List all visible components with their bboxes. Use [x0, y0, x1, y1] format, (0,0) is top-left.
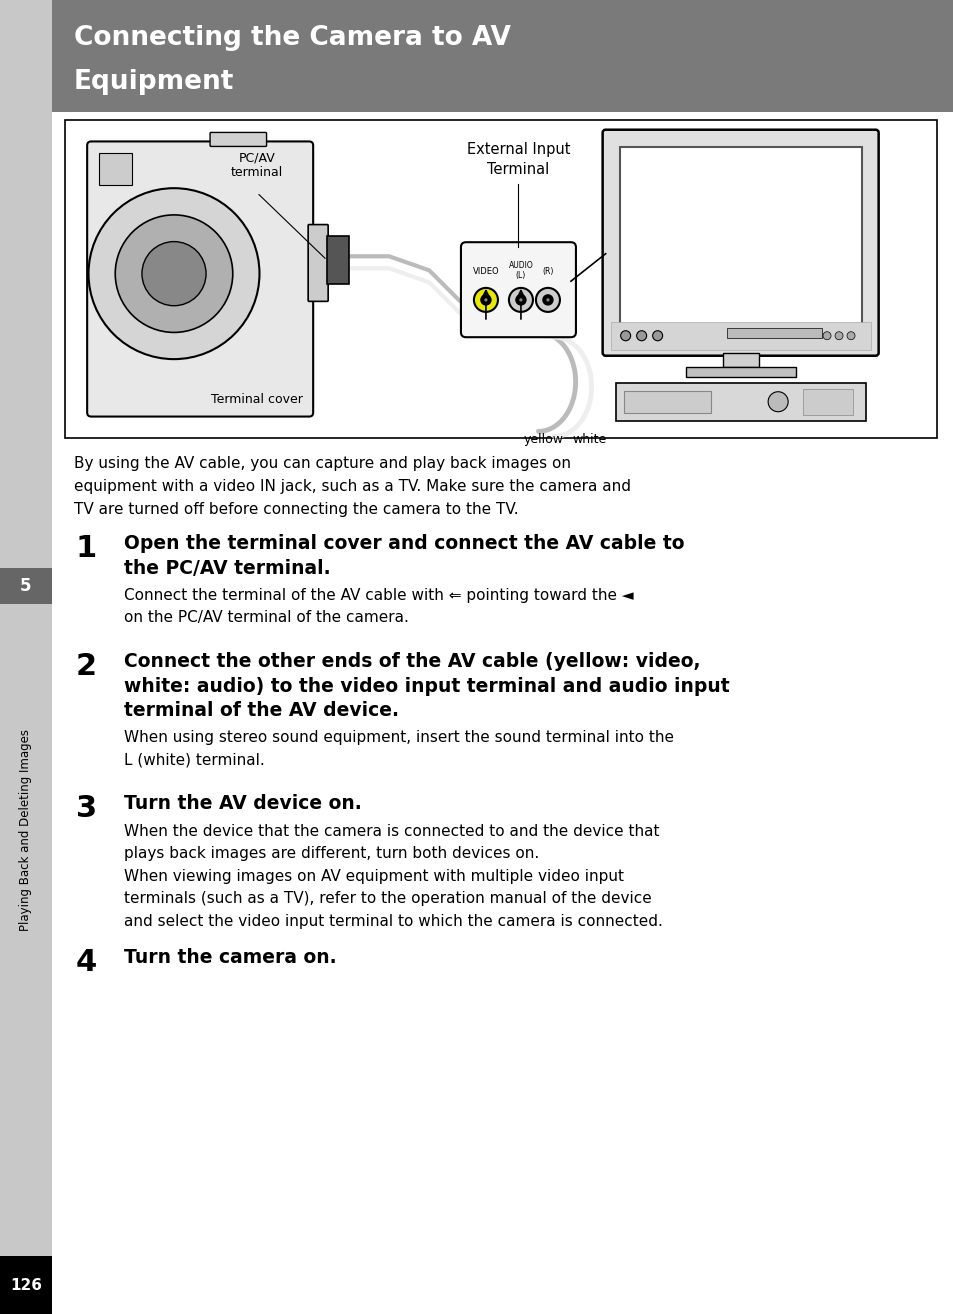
- Text: By using the AV cable, you can capture and play back images on
equipment with a : By using the AV cable, you can capture a…: [74, 456, 630, 516]
- Circle shape: [89, 188, 259, 359]
- Bar: [619, 147, 861, 325]
- Text: Connecting the Camera to AV: Connecting the Camera to AV: [74, 25, 511, 51]
- Text: terminal: terminal: [231, 166, 283, 179]
- Text: AUDIO: AUDIO: [508, 260, 533, 269]
- Circle shape: [508, 288, 533, 311]
- Bar: [0, 568, 52, 604]
- Text: Connect the terminal of the AV cable with ⇐ pointing toward the ◄
on the PC/AV t: Connect the terminal of the AV cable wit…: [124, 587, 633, 625]
- Bar: [615, 382, 864, 420]
- FancyBboxPatch shape: [210, 133, 266, 146]
- Text: 3: 3: [76, 794, 97, 823]
- Circle shape: [834, 331, 842, 340]
- Circle shape: [767, 392, 787, 411]
- Text: Turn the camera on.: Turn the camera on.: [124, 947, 336, 967]
- Text: VIDEO: VIDEO: [472, 267, 498, 276]
- Text: 4: 4: [76, 947, 97, 978]
- Text: Terminal: Terminal: [487, 162, 549, 177]
- Circle shape: [545, 298, 549, 302]
- Bar: [726, 327, 821, 338]
- Text: Playing Back and Deleting Images: Playing Back and Deleting Images: [19, 729, 32, 932]
- Bar: [623, 390, 710, 413]
- Circle shape: [536, 288, 559, 311]
- FancyBboxPatch shape: [87, 142, 313, 417]
- Text: External Input: External Input: [466, 142, 570, 156]
- Circle shape: [516, 294, 525, 305]
- Bar: [65, 120, 936, 438]
- Text: white: white: [572, 434, 606, 445]
- Text: Equipment: Equipment: [74, 70, 234, 95]
- Circle shape: [142, 242, 206, 306]
- Circle shape: [483, 298, 487, 302]
- Text: (L): (L): [516, 271, 525, 280]
- Circle shape: [480, 294, 491, 305]
- Circle shape: [620, 331, 630, 340]
- Text: Connect the other ends of the AV cable (yellow: video,
white: audio) to the vide: Connect the other ends of the AV cable (…: [124, 652, 729, 720]
- Bar: [52, 0, 953, 112]
- Text: 126: 126: [10, 1277, 42, 1293]
- Circle shape: [115, 215, 233, 332]
- Text: Turn the AV device on.: Turn the AV device on.: [124, 794, 361, 813]
- Bar: [0, 1256, 52, 1314]
- Circle shape: [542, 294, 553, 305]
- Text: Terminal cover: Terminal cover: [211, 393, 302, 406]
- Circle shape: [822, 331, 830, 340]
- Bar: [327, 237, 349, 284]
- Bar: [802, 389, 852, 415]
- Circle shape: [652, 331, 662, 340]
- FancyBboxPatch shape: [460, 242, 576, 338]
- Text: 2: 2: [76, 652, 97, 681]
- Circle shape: [636, 331, 646, 340]
- Text: When the device that the camera is connected to and the device that
plays back i: When the device that the camera is conne…: [124, 824, 662, 929]
- Text: 1: 1: [76, 533, 97, 562]
- Circle shape: [846, 331, 854, 340]
- Text: 5: 5: [20, 577, 31, 595]
- Bar: [610, 322, 870, 350]
- Text: When using stereo sound equipment, insert the sound terminal into the
L (white) : When using stereo sound equipment, inser…: [124, 731, 673, 767]
- Bar: [0, 0, 52, 1314]
- Circle shape: [474, 288, 497, 311]
- Text: (R): (R): [541, 267, 553, 276]
- FancyBboxPatch shape: [308, 225, 328, 301]
- Text: yellow: yellow: [523, 434, 563, 445]
- Bar: [99, 154, 132, 185]
- Text: PC/AV: PC/AV: [238, 151, 274, 164]
- Bar: [685, 367, 795, 377]
- FancyBboxPatch shape: [602, 130, 878, 356]
- Circle shape: [518, 298, 522, 302]
- Bar: [721, 352, 758, 367]
- Text: Open the terminal cover and connect the AV cable to
the PC/AV terminal.: Open the terminal cover and connect the …: [124, 533, 684, 578]
